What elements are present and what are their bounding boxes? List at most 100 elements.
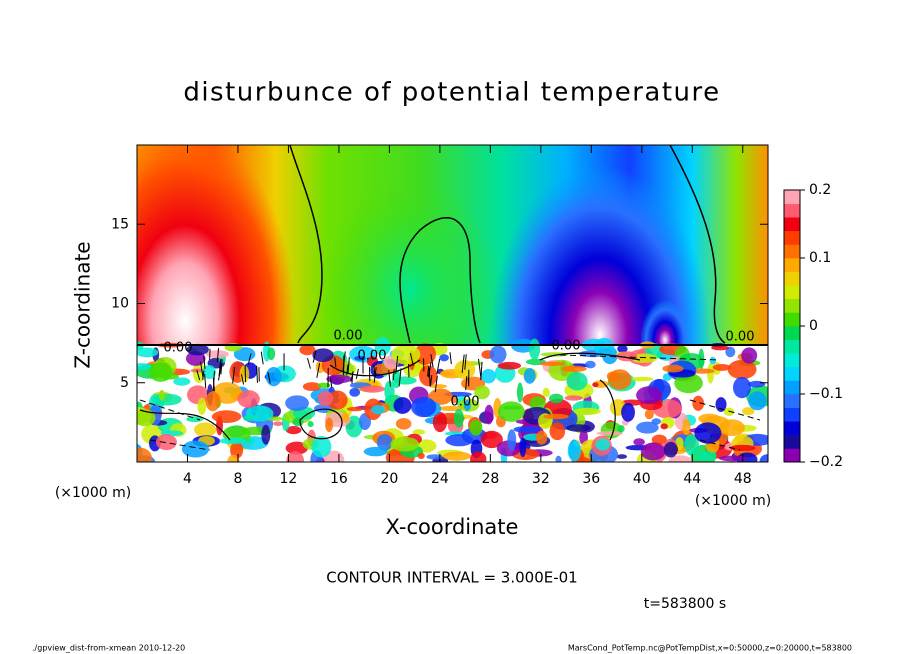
field-patch	[616, 454, 628, 459]
contour-label: 0.00	[164, 341, 193, 356]
field-patch	[374, 337, 391, 356]
field-patch	[202, 364, 216, 379]
field-patch	[197, 397, 207, 415]
field-patch	[596, 431, 624, 436]
x-axis-label: X-coordinate	[386, 515, 519, 539]
field-patch	[393, 397, 412, 414]
field-patch	[484, 404, 494, 425]
contour-label: 0.00	[726, 330, 755, 345]
field-patch	[719, 419, 745, 437]
field-patch	[349, 387, 361, 397]
field-patch	[513, 425, 541, 433]
field-patch	[346, 406, 364, 412]
field-streak	[449, 352, 452, 365]
colorbar-swatch	[784, 312, 800, 327]
field-streak	[260, 351, 264, 365]
x-tick-label: 28	[481, 471, 499, 487]
field-patch	[573, 407, 601, 416]
field-patch	[542, 387, 550, 397]
x-unit: (×1000 m)	[695, 493, 771, 509]
field-patch	[370, 405, 386, 415]
field-patch	[261, 424, 271, 445]
field-streak	[347, 356, 350, 374]
field-patch	[516, 382, 524, 403]
colorbar-swatch	[784, 353, 800, 368]
field-patch	[709, 356, 716, 365]
field-patch	[519, 437, 527, 458]
field-patch	[311, 435, 332, 458]
field-patch	[694, 422, 722, 444]
field-patch	[286, 451, 304, 462]
field-streak	[202, 370, 205, 381]
colorbar-swatch	[784, 258, 800, 272]
field-streak	[247, 353, 252, 365]
x-tick-label: 40	[633, 471, 651, 487]
x-tick-label: 4	[183, 471, 192, 487]
field-patch	[729, 444, 756, 452]
field-streak	[196, 369, 201, 381]
colorbar-tick-label: 0	[809, 318, 818, 334]
field-streak	[342, 351, 346, 372]
colorbar-tick-label: 0.2	[809, 182, 831, 198]
field-patch	[489, 345, 507, 364]
field-patch	[237, 390, 260, 408]
field-patch	[469, 419, 483, 436]
field-patch	[428, 388, 453, 405]
y-axis-label: Z-coordinate	[71, 241, 95, 368]
field-patch	[205, 350, 229, 359]
x-unit: (×1000 m)	[55, 485, 131, 501]
field-patch	[384, 380, 395, 402]
field-patch	[507, 429, 517, 451]
field-patch	[272, 421, 284, 426]
field-patch	[325, 417, 334, 433]
field-streak	[392, 369, 395, 381]
field-patch	[725, 346, 736, 358]
field-patch	[227, 454, 240, 462]
field-patch	[186, 343, 209, 356]
field-patch	[539, 361, 565, 366]
field-patch	[442, 451, 471, 461]
field-patch	[497, 401, 525, 422]
field-patch	[243, 415, 254, 422]
field-patch	[211, 410, 242, 423]
field-patch	[285, 395, 309, 411]
x-tick-label: 16	[330, 471, 348, 487]
field-patch	[267, 347, 276, 361]
field-patch	[718, 455, 747, 462]
colorbar-swatch	[784, 326, 800, 340]
field-patch	[742, 407, 755, 416]
field-patch	[341, 412, 350, 423]
field-patch	[137, 447, 152, 462]
field-patch	[439, 354, 449, 362]
field-streak	[256, 365, 258, 383]
field-patch	[535, 430, 548, 445]
field-streak	[465, 376, 468, 391]
colorbar-swatch	[784, 298, 800, 313]
field-patch	[440, 371, 454, 377]
field-patch	[663, 441, 678, 458]
field-patch	[497, 361, 522, 370]
contour-label: 0.00	[358, 349, 387, 364]
colorbar-swatch	[784, 448, 800, 463]
field-patch	[205, 391, 221, 412]
field-patch	[594, 337, 615, 358]
field-patch	[633, 438, 645, 446]
field-streak	[355, 368, 359, 380]
contour-label: 0.00	[552, 339, 581, 354]
field-patch	[732, 376, 752, 399]
colorbar-swatch	[784, 366, 800, 381]
field-patch	[636, 386, 663, 405]
field-patch	[376, 434, 393, 451]
colorbar-swatch	[784, 203, 800, 218]
field-patch	[631, 376, 654, 382]
field-patch	[359, 385, 385, 393]
field-patch	[299, 344, 316, 356]
field-patch	[285, 441, 308, 455]
field-streak	[267, 371, 271, 384]
colorbar-tick-label: 0.1	[809, 250, 831, 266]
field-patch	[608, 369, 632, 390]
field-patch	[566, 424, 591, 432]
field-patch	[429, 384, 448, 389]
field-patch	[630, 353, 658, 364]
field-streak	[427, 366, 430, 377]
